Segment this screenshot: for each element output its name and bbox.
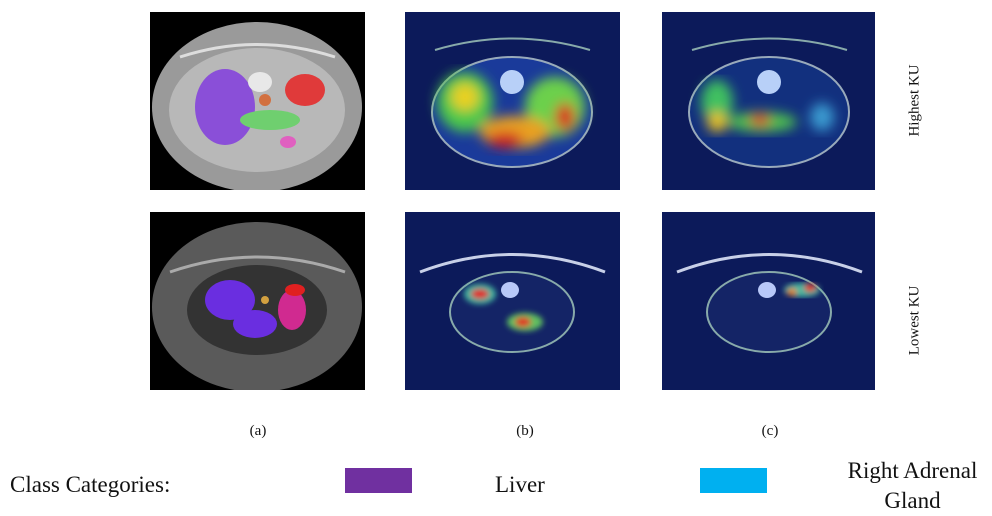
column-label: (b) (495, 423, 555, 440)
legend-swatch (700, 468, 767, 493)
heatmap (662, 12, 875, 190)
heatmap (405, 212, 620, 390)
heatmap (405, 12, 620, 190)
legend-label: Right Adrenal Gland (830, 456, 992, 516)
legend-label: Liver (495, 472, 545, 498)
heatmap (662, 212, 875, 390)
legend-title: Class Categories: (10, 472, 170, 498)
page: {"row_labels": ["Highest KU", "Lowest KU… (0, 0, 992, 514)
ct-image (150, 212, 365, 390)
row-label: Lowest KU (907, 261, 924, 381)
row-label: Highest KU (907, 41, 924, 161)
legend-swatch (345, 468, 412, 493)
column-label: (c) (740, 423, 800, 440)
ct-image (150, 12, 365, 190)
column-label: (a) (228, 423, 288, 440)
